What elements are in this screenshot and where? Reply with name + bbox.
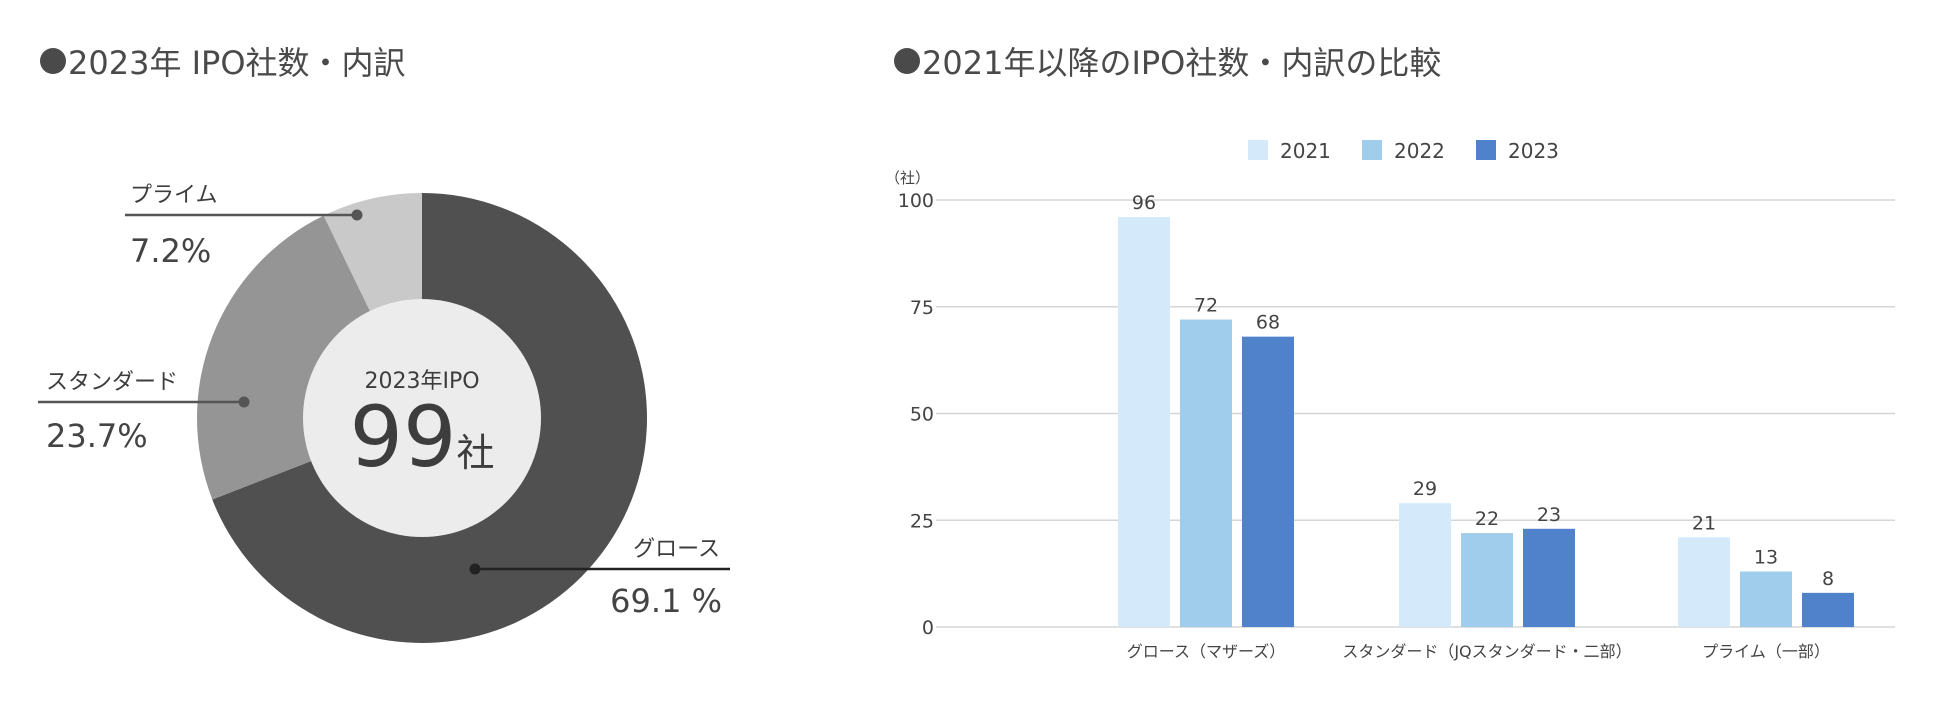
bar-2023-2 xyxy=(1523,528,1575,627)
data-label: 8 xyxy=(1822,568,1834,590)
bar-2021-1 xyxy=(1118,217,1170,627)
data-label: 22 xyxy=(1475,508,1499,530)
bullet-icon xyxy=(40,48,66,74)
bar-chart-title: 2021年以降のIPO社数・内訳の比較 xyxy=(894,38,1441,84)
center-total-value: 99 xyxy=(350,388,457,486)
data-label: 29 xyxy=(1413,478,1437,500)
legend-swatch-2022 xyxy=(1362,140,1382,160)
bar-chart-title-text: 2021年以降のIPO社数・内訳の比較 xyxy=(922,44,1442,82)
slice-label-standard: スタンダード xyxy=(46,370,178,395)
legend-label-2021: 2021 xyxy=(1280,139,1331,163)
slice-label-prime: プライム xyxy=(130,183,218,208)
bar-chart: 0 25 50 75 100 （社） 2021 2022 2023 96 72 68 グロース（マザーズ… xyxy=(885,139,1895,661)
center-total-unit: 社 xyxy=(456,431,494,475)
legend-swatch-2023 xyxy=(1476,140,1496,160)
center-label: 2023年IPO xyxy=(364,369,479,394)
y-tick-label: 75 xyxy=(910,297,934,319)
y-tick-label: 25 xyxy=(910,510,934,532)
data-label: 68 xyxy=(1256,312,1280,334)
data-label: 96 xyxy=(1132,192,1156,214)
slice-value-prime: 7.2% xyxy=(130,232,211,270)
bar-2022-2 xyxy=(1461,533,1513,627)
bullet-icon xyxy=(894,48,920,74)
legend-swatch-2021 xyxy=(1248,140,1268,160)
y-axis-label: （社） xyxy=(885,169,930,187)
donut-hole xyxy=(303,299,541,537)
donut-chart-title: 2023年 IPO社数・内訳 xyxy=(40,38,406,84)
bar-2023-3 xyxy=(1802,592,1854,627)
leader-dot-growth xyxy=(469,563,481,575)
y-tick-label: 100 xyxy=(898,190,934,212)
x-tick-label: グロース（マザーズ） xyxy=(1127,642,1285,661)
x-tick-label: スタンダード（JQスタンダード・二部） xyxy=(1342,642,1631,661)
y-tick-label: 0 xyxy=(922,617,934,639)
leader-dot-standard xyxy=(238,396,250,408)
bar-2021-3 xyxy=(1678,537,1730,627)
bar-2022-3 xyxy=(1740,571,1792,627)
slice-value-standard: 23.7% xyxy=(46,417,148,455)
slice-value-growth: 69.1 % xyxy=(610,582,722,620)
legend-label-2022: 2022 xyxy=(1394,139,1445,163)
data-label: 23 xyxy=(1537,504,1561,526)
donut-chart-title-text: 2023年 IPO社数・内訳 xyxy=(68,44,406,82)
data-label: 21 xyxy=(1692,512,1716,534)
data-label: 72 xyxy=(1194,295,1218,317)
bar-2022-1 xyxy=(1180,319,1232,627)
y-tick-label: 50 xyxy=(910,404,934,426)
x-tick-label: プライム（一部） xyxy=(1702,642,1830,661)
leader-dot-prime xyxy=(351,209,363,221)
bar-2021-2 xyxy=(1399,503,1451,627)
slice-label-growth: グロース xyxy=(633,537,720,562)
legend-label-2023: 2023 xyxy=(1508,139,1559,163)
center-total: 99社 xyxy=(350,388,495,486)
data-label: 13 xyxy=(1754,546,1778,568)
bar-2023-1 xyxy=(1242,336,1294,627)
